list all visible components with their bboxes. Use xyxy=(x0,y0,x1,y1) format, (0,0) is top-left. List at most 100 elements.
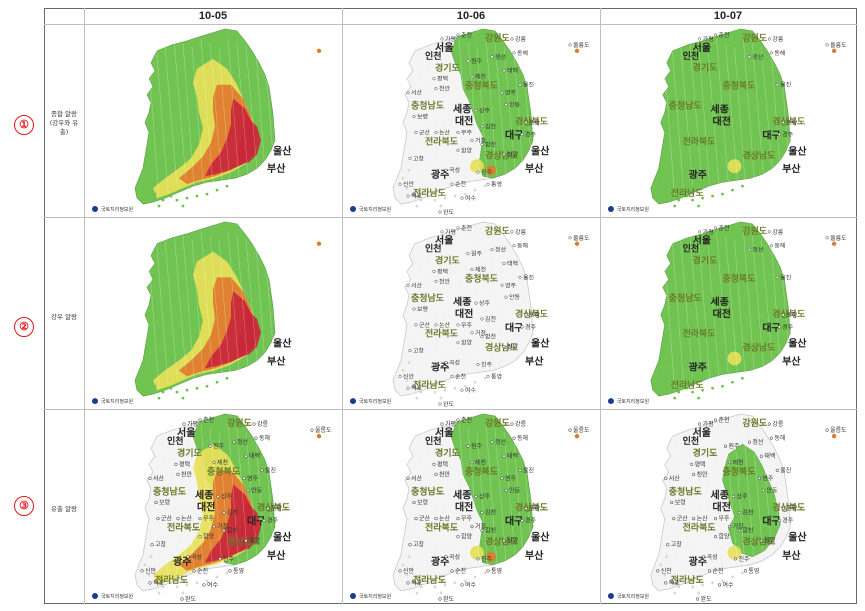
district-line xyxy=(440,428,454,585)
place-label-suncheon: 순천 xyxy=(455,372,466,380)
place-label-gapyeong: 가평 xyxy=(445,420,456,428)
place-label-boryeong: 보령 xyxy=(417,305,428,313)
place-marker xyxy=(512,51,516,55)
island xyxy=(677,198,681,202)
place-marker xyxy=(444,360,448,365)
place-marker xyxy=(222,529,226,533)
place-label-yeongju: 영주 xyxy=(762,474,773,482)
district-line xyxy=(779,428,792,579)
place-label-jeonbuk: 전라북도 xyxy=(425,135,458,147)
place-marker xyxy=(747,440,751,444)
island xyxy=(405,378,409,382)
place-label-pohang: 포항 xyxy=(271,505,282,513)
district-line xyxy=(173,38,187,181)
island xyxy=(673,396,677,400)
place-label-gimcheon: 김천 xyxy=(485,315,496,323)
ulleungdo-island xyxy=(831,241,837,246)
place-label-jeonnam: 전라남도 xyxy=(413,574,447,586)
place-label-miryang: 밀양 xyxy=(507,343,519,351)
place-label-ulsan: 울산 xyxy=(273,337,291,350)
island xyxy=(677,390,681,394)
place-marker xyxy=(698,422,702,426)
map-panel-runoff-1005: 울릉도 서울 인천 경기도 강원도 충청남도 충청북도 세종 대전 전라북도 전라남도 경상북도 경상남… xyxy=(85,410,341,603)
ngii-logo xyxy=(350,398,356,405)
place-label-jeonnam: 전라남도 xyxy=(155,574,189,586)
place-label-gimcheon: 김천 xyxy=(227,509,238,517)
district-line xyxy=(485,424,499,579)
alert-spot-yellow xyxy=(470,545,484,560)
place-label-geochang: 거창 xyxy=(475,329,487,337)
island xyxy=(185,583,189,587)
district-line xyxy=(254,38,268,199)
place-label-gwangju: 광주 xyxy=(689,169,707,181)
row-marker-3: ③ xyxy=(14,496,34,516)
place-label-gunsan: 군산 xyxy=(161,515,172,523)
place-marker xyxy=(759,539,763,543)
island xyxy=(153,579,157,583)
island xyxy=(473,188,477,192)
place-marker xyxy=(727,525,732,529)
place-label-seoul: 서울 xyxy=(435,426,453,439)
district-line xyxy=(236,235,250,379)
place-label-busan: 부산 xyxy=(267,355,285,368)
place-marker xyxy=(480,335,484,339)
place-label-ulsan: 울산 xyxy=(788,337,806,350)
place-label-sangju: 상주 xyxy=(479,492,490,500)
place-marker xyxy=(208,444,212,448)
island xyxy=(181,591,185,595)
place-marker xyxy=(476,170,480,174)
place-label-jinju: 진주 xyxy=(223,555,234,563)
place-marker xyxy=(520,519,524,523)
island xyxy=(407,555,411,559)
island xyxy=(215,575,219,579)
place-marker xyxy=(743,569,747,573)
island xyxy=(669,579,673,583)
island xyxy=(405,573,409,577)
island xyxy=(411,192,415,196)
district-line xyxy=(458,424,472,573)
place-label-muju: 무주 xyxy=(461,516,472,523)
place-marker xyxy=(723,444,728,448)
place-marker xyxy=(767,422,771,426)
map-credit: 국토지리정보원 xyxy=(617,398,650,405)
place-marker xyxy=(714,226,718,230)
district-line xyxy=(734,432,747,585)
district-line xyxy=(725,428,738,567)
district-line xyxy=(254,231,268,391)
place-label-sangju: 상주 xyxy=(479,299,491,307)
place-label-miryang: 밀양 xyxy=(764,537,775,545)
place-marker xyxy=(500,283,504,287)
alert-spot-orange xyxy=(486,551,496,562)
place-label-gwangju: 광주 xyxy=(431,169,449,181)
district-line xyxy=(227,231,241,385)
place-marker xyxy=(825,428,829,432)
place-marker xyxy=(456,148,460,152)
place-label-andong: 안동 xyxy=(766,486,777,494)
island xyxy=(215,380,219,384)
alert-band-red xyxy=(237,502,261,551)
place-marker xyxy=(460,196,464,200)
place-label-gyeongbuk: 경상북도 xyxy=(772,308,805,320)
district-line xyxy=(521,428,535,579)
place-label-tongyeong: 통영 xyxy=(491,372,502,380)
place-label-miryang: 밀양 xyxy=(507,537,518,545)
island xyxy=(415,396,419,400)
place-label-gapyeong: 가평 xyxy=(445,228,456,236)
district-line xyxy=(245,432,259,567)
place-marker xyxy=(510,37,514,41)
island xyxy=(225,376,229,380)
island xyxy=(153,192,157,196)
district-line xyxy=(164,239,178,379)
island xyxy=(697,396,701,400)
island xyxy=(691,390,695,394)
place-label-incheon: 인천 xyxy=(425,244,442,255)
place-marker xyxy=(480,317,484,321)
place-label-nonsan: 논산 xyxy=(181,515,192,523)
place-label-nonsan: 논산 xyxy=(439,515,450,523)
district-line xyxy=(155,235,169,385)
island xyxy=(453,194,457,198)
place-label-chuncheon: 춘천 xyxy=(719,416,730,424)
place-marker xyxy=(490,248,494,252)
place-label-gangwon: 강원도 xyxy=(485,417,511,429)
